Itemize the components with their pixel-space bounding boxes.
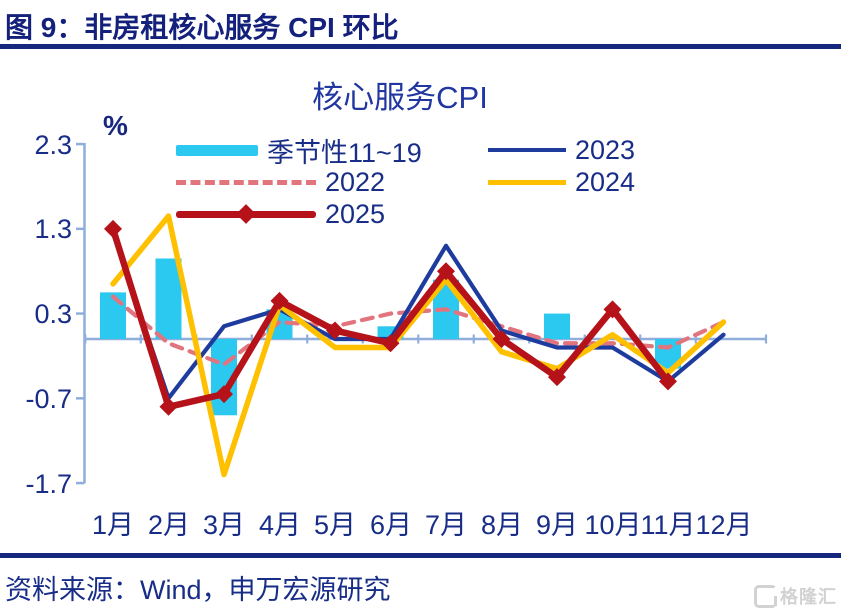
source-note: 资料来源：Wind，申万宏源研究 <box>5 575 391 605</box>
chart-title: 核心服务CPI <box>312 80 488 115</box>
x-tick-label: 5月 <box>313 510 357 540</box>
bottom-divider <box>0 553 841 558</box>
legend-label: 2025 <box>325 198 386 229</box>
legend-label: 2022 <box>325 166 386 197</box>
figure-title: 图 9：非房租核心服务 CPI 环比 <box>5 12 399 43</box>
x-tick-label: 7月 <box>424 510 468 540</box>
x-tick-label: 6月 <box>369 510 413 540</box>
x-tick-label: 4月 <box>258 510 302 540</box>
legend-item-2023: 2023 <box>488 135 635 166</box>
legend-item-2024: 2024 <box>488 167 635 198</box>
gelonghui-logo-icon <box>754 584 777 608</box>
x-tick-label: 12月 <box>695 510 753 540</box>
top-divider <box>0 44 841 49</box>
x-tick-label: 3月 <box>202 510 246 540</box>
legend-item-2022: 2022 <box>176 167 488 198</box>
line-2023-swatch-icon <box>488 148 566 152</box>
x-tick-label: 9月 <box>535 510 579 540</box>
legend-label: 2024 <box>575 166 636 197</box>
legend-label: 季节性11~19 <box>267 137 422 168</box>
x-tick-label: 11月 <box>640 510 696 540</box>
seasonal-bar-swatch-icon <box>176 144 258 156</box>
y-tick-label: -1.7 <box>25 469 72 499</box>
y-tick-label: 2.3 <box>34 130 72 160</box>
chart-legend: 季节性11~19 2023 2022 2024 2025 <box>176 134 635 230</box>
watermark-text: 格隆汇 <box>780 587 837 607</box>
watermark: 格隆汇 <box>754 583 837 609</box>
y-axis-unit-label: % <box>103 110 128 141</box>
x-tick-label: 8月 <box>480 510 524 540</box>
y-tick-label: 1.3 <box>34 214 72 244</box>
x-tick-label: 10月 <box>584 510 642 540</box>
legend-label: 2023 <box>575 134 636 165</box>
y-tick-label: 0.3 <box>34 299 72 329</box>
diamond-line-2025-swatch-icon <box>176 203 316 224</box>
x-tick-label: 2月 <box>147 510 191 540</box>
line-2024-swatch-icon <box>488 179 566 185</box>
legend-item-seasonal: 季节性11~19 <box>176 131 488 170</box>
legend-item-2025: 2025 <box>176 199 488 230</box>
x-tick-label: 1月 <box>91 510 135 540</box>
dashed-line-2022-swatch-icon <box>176 179 316 185</box>
y-tick-label: -0.7 <box>25 384 72 414</box>
